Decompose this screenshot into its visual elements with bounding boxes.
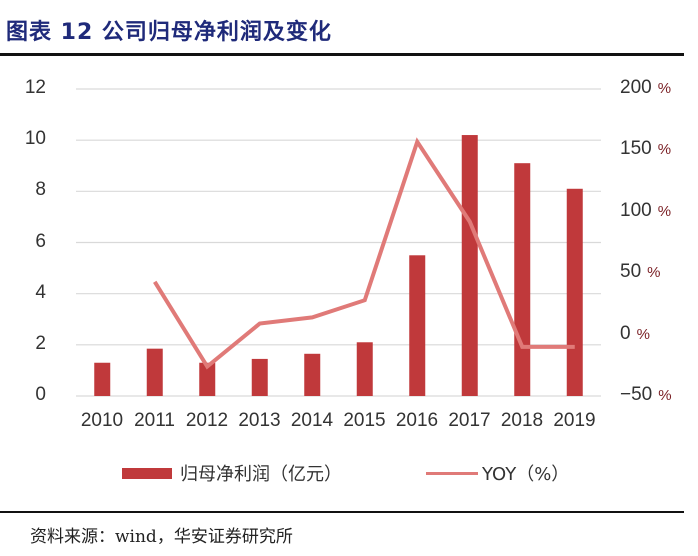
right-axis-tick: 50% [620,261,661,283]
bar-2016 [409,255,426,396]
bar-2013 [251,358,268,396]
bar-2017 [461,135,478,397]
source-note: 资料来源：wind，华安证券研究所 [30,527,293,547]
right-axis-tick: 0% [620,322,650,344]
bar-2018 [514,163,531,396]
left-axis-tick: 0 [35,384,46,405]
right-axis-tick: 150% [620,138,672,160]
left-axis-tick: 10 [24,128,46,150]
bar-2014 [304,353,321,396]
bar-2015 [356,342,373,396]
right-axis-tick: −50% [620,384,672,405]
x-axis-tick: 2014 [290,410,334,431]
chart-legend: 归母净利润（亿元） YOY（%） [0,460,698,486]
x-axis-tick: 2011 [134,410,175,431]
x-axis-tick: 2013 [238,410,281,431]
x-axis-tick: 2016 [395,410,439,431]
line-swatch-icon [426,471,478,475]
bottom-divider [0,511,684,513]
left-axis-tick: 4 [35,281,46,303]
left-axis-tick: 2 [35,332,46,354]
x-axis-tick: 2010 [80,410,124,431]
bar-2019 [566,188,583,396]
x-axis-tick: 2015 [343,410,386,431]
bar-2011 [146,348,163,396]
left-axis-tick: 8 [35,179,46,201]
left-axis-tick: 6 [35,230,46,252]
right-axis-tick: 100% [620,199,672,221]
x-axis-tick: 2019 [553,410,596,431]
x-axis-tick: 2017 [448,410,491,431]
legend-line-label: YOY（%） [482,464,570,485]
bar-2010 [94,362,111,396]
left-axis-tick: 12 [24,77,46,98]
bar-2012 [199,362,216,396]
legend-bar-label: 归母净利润（亿元） [180,464,342,485]
top-divider [0,53,684,56]
chart-title: 图表 12 公司归母净利润及变化 [6,20,332,45]
bar-swatch-icon [122,467,172,479]
x-axis-tick: 2018 [500,410,544,431]
right-axis-tick: 200% [620,77,672,98]
yoy-line [153,137,575,370]
x-axis-tick: 2012 [185,410,229,431]
legend-item-yoy: YOY（%） [426,460,569,486]
legend-item-net-profit: 归母净利润（亿元） [122,460,342,486]
